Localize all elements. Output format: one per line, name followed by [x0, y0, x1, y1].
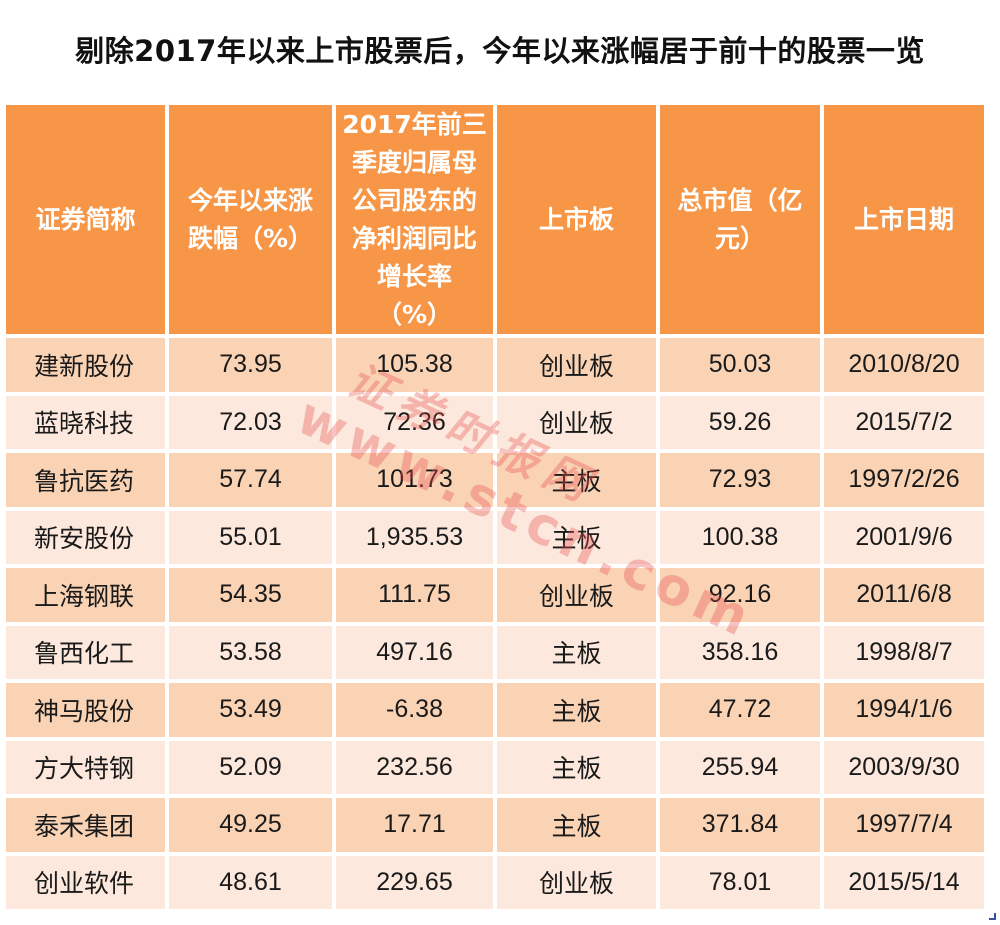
table-row: 新安股份 55.01 1,935.53 主板 100.38 2001/9/6	[6, 510, 984, 564]
cell-listing-board: 主板	[497, 625, 656, 679]
cell-net-profit-growth: 232.56	[336, 740, 493, 794]
cell-listing-date: 1998/8/7	[824, 625, 984, 679]
stock-table: 证券简称 今年以来涨 跌幅（%） 2017年前三 季度归属母 公司股东的 净利润…	[2, 101, 988, 913]
cell-market-cap: 371.84	[660, 798, 820, 852]
cell-ytd-change: 49.25	[169, 798, 332, 852]
cell-net-profit-growth: 105.38	[336, 338, 493, 392]
cell-ytd-change: 54.35	[169, 568, 332, 622]
cell-market-cap: 47.72	[660, 683, 820, 737]
table-row: 泰禾集团 49.25 17.71 主板 371.84 1997/7/4	[6, 798, 984, 852]
cell-market-cap: 72.93	[660, 453, 820, 507]
header-net-profit-growth: 2017年前三 季度归属母 公司股东的 净利润同比 增长率 （%）	[336, 105, 493, 334]
cell-security-name: 上海钢联	[6, 568, 165, 622]
cell-market-cap: 78.01	[660, 855, 820, 909]
cell-security-name: 鲁西化工	[6, 625, 165, 679]
cell-listing-date: 1997/7/4	[824, 798, 984, 852]
cell-listing-board: 主板	[497, 683, 656, 737]
cell-ytd-change: 57.74	[169, 453, 332, 507]
cell-net-profit-growth: 1,935.53	[336, 510, 493, 564]
cell-market-cap: 50.03	[660, 338, 820, 392]
cell-listing-board: 创业板	[497, 395, 656, 449]
cell-security-name: 蓝晓科技	[6, 395, 165, 449]
cell-listing-date: 2015/5/14	[824, 855, 984, 909]
cell-security-name: 鲁抗医药	[6, 453, 165, 507]
cell-security-name: 泰禾集团	[6, 798, 165, 852]
table-header-row: 证券简称 今年以来涨 跌幅（%） 2017年前三 季度归属母 公司股东的 净利润…	[6, 105, 984, 334]
cell-listing-date: 2010/8/20	[824, 338, 984, 392]
header-security-name: 证券简称	[6, 105, 165, 334]
cell-listing-date: 1997/2/26	[824, 453, 984, 507]
cell-market-cap: 100.38	[660, 510, 820, 564]
table-row: 方大特钢 52.09 232.56 主板 255.94 2003/9/30	[6, 740, 984, 794]
cell-net-profit-growth: 72.36	[336, 395, 493, 449]
cell-listing-board: 创业板	[497, 855, 656, 909]
cell-security-name: 创业软件	[6, 855, 165, 909]
resize-corner-icon	[989, 913, 996, 920]
cell-security-name: 新安股份	[6, 510, 165, 564]
table-row: 创业软件 48.61 229.65 创业板 78.01 2015/5/14	[6, 855, 984, 909]
cell-listing-board: 主板	[497, 798, 656, 852]
table-row: 神马股份 53.49 -6.38 主板 47.72 1994/1/6	[6, 683, 984, 737]
cell-ytd-change: 48.61	[169, 855, 332, 909]
table-row: 上海钢联 54.35 111.75 创业板 92.16 2011/6/8	[6, 568, 984, 622]
header-market-cap: 总市值（亿 元）	[660, 105, 820, 334]
cell-net-profit-growth: 111.75	[336, 568, 493, 622]
cell-listing-date: 2015/7/2	[824, 395, 984, 449]
table-row: 蓝晓科技 72.03 72.36 创业板 59.26 2015/7/2	[6, 395, 984, 449]
cell-ytd-change: 53.49	[169, 683, 332, 737]
header-listing-date: 上市日期	[824, 105, 984, 334]
cell-listing-board: 主板	[497, 453, 656, 507]
cell-security-name: 建新股份	[6, 338, 165, 392]
cell-ytd-change: 73.95	[169, 338, 332, 392]
cell-ytd-change: 72.03	[169, 395, 332, 449]
header-listing-board: 上市板	[497, 105, 656, 334]
cell-listing-board: 创业板	[497, 338, 656, 392]
cell-ytd-change: 52.09	[169, 740, 332, 794]
cell-listing-date: 2001/9/6	[824, 510, 984, 564]
cell-market-cap: 255.94	[660, 740, 820, 794]
table-row: 鲁西化工 53.58 497.16 主板 358.16 1998/8/7	[6, 625, 984, 679]
cell-net-profit-growth: 229.65	[336, 855, 493, 909]
cell-listing-board: 创业板	[497, 568, 656, 622]
table-row: 建新股份 73.95 105.38 创业板 50.03 2010/8/20	[6, 338, 984, 392]
cell-market-cap: 59.26	[660, 395, 820, 449]
page-title: 剔除2017年以来上市股票后，今年以来涨幅居于前十的股票一览	[75, 34, 925, 68]
cell-market-cap: 92.16	[660, 568, 820, 622]
cell-ytd-change: 55.01	[169, 510, 332, 564]
cell-listing-date: 1994/1/6	[824, 683, 984, 737]
cell-net-profit-growth: 497.16	[336, 625, 493, 679]
cell-listing-board: 主板	[497, 740, 656, 794]
cell-listing-board: 主板	[497, 510, 656, 564]
cell-ytd-change: 53.58	[169, 625, 332, 679]
cell-listing-date: 2011/6/8	[824, 568, 984, 622]
header-ytd-change: 今年以来涨 跌幅（%）	[169, 105, 332, 334]
cell-security-name: 神马股份	[6, 683, 165, 737]
cell-security-name: 方大特钢	[6, 740, 165, 794]
cell-listing-date: 2003/9/30	[824, 740, 984, 794]
table-row: 鲁抗医药 57.74 101.73 主板 72.93 1997/2/26	[6, 453, 984, 507]
cell-market-cap: 358.16	[660, 625, 820, 679]
cell-net-profit-growth: -6.38	[336, 683, 493, 737]
cell-net-profit-growth: 101.73	[336, 453, 493, 507]
cell-net-profit-growth: 17.71	[336, 798, 493, 852]
